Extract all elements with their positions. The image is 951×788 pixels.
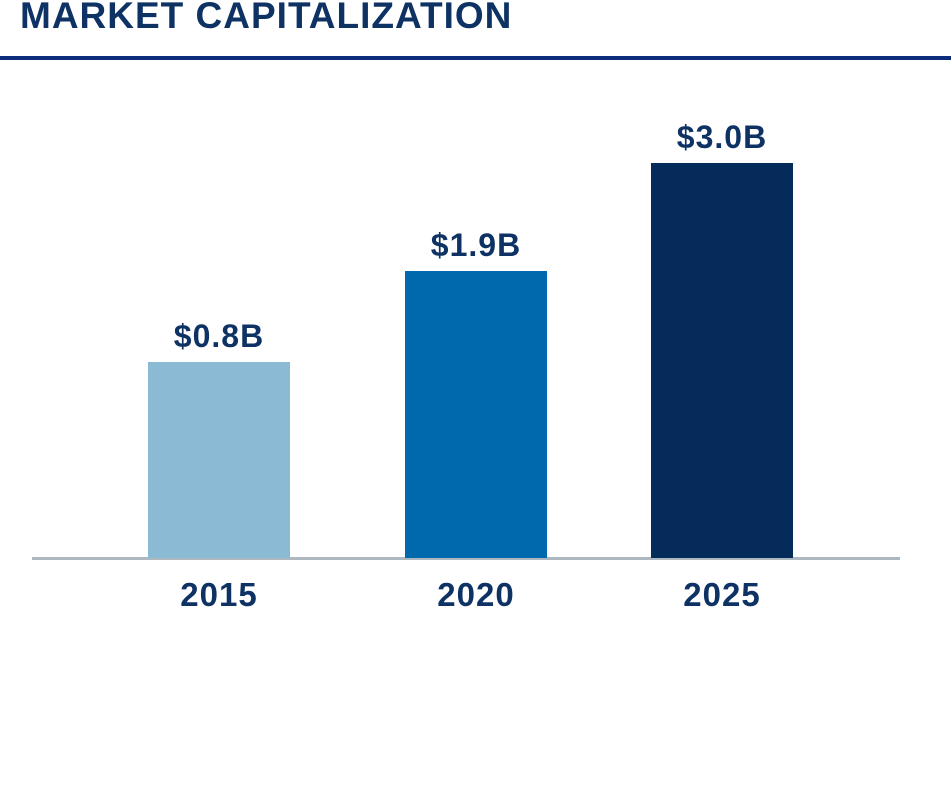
x-axis-tick-label: 2025 [683,576,761,613]
x-axis-baseline [32,557,900,560]
x-axis-tick-label: 2020 [437,576,515,613]
bar-value-label: $0.8B [173,318,265,354]
chart-title: MARKET CAPITALIZATION [20,0,513,36]
bar [651,163,793,558]
bar [148,362,290,558]
header-rule [0,56,951,60]
bar-value-label: $3.0B [676,119,768,155]
bar-value-label: $1.9B [430,227,522,263]
bar [405,271,547,558]
x-axis-tick-label: 2015 [180,576,258,613]
